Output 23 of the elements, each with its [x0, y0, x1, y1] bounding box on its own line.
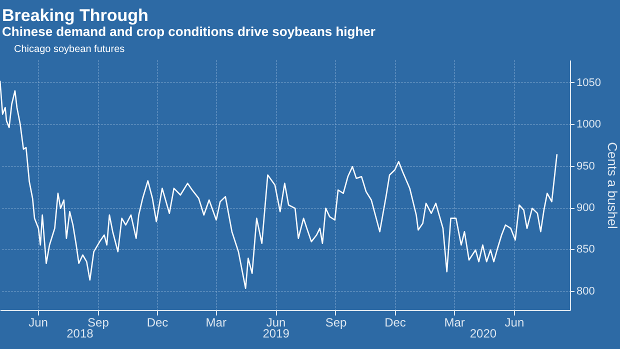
x-tick-label: Mar — [444, 316, 465, 330]
x-tick-label: Mar — [206, 316, 226, 330]
x2-tick-label: 2020 — [470, 326, 497, 340]
x2-tick-label: 2019 — [262, 326, 290, 340]
x-tick-label: Jun — [504, 316, 524, 330]
chart-title: Breaking Through — [2, 6, 148, 25]
x-tick-label: Sep — [325, 316, 347, 330]
y-tick-label: 850 — [576, 244, 595, 256]
text: Chicago soybean futures — [14, 44, 125, 55]
x-tick-label: Jun — [28, 316, 48, 330]
y-tick-label: 1000 — [576, 118, 601, 131]
x-tick-label: Dec — [146, 316, 168, 330]
y-tick-label: 800 — [576, 285, 595, 298]
y-tick-label: 900 — [576, 202, 595, 214]
line-series — [0, 80, 558, 289]
y-axis-title: Cents a bushel — [604, 142, 620, 229]
x-tick-label: Sep — [88, 316, 110, 330]
chart-subtitle: Chinese demand and crop conditions drive soybeans higher — [2, 24, 376, 39]
x-tick-label: Dec — [384, 316, 406, 330]
x2-tick-label: 2018 — [66, 326, 94, 340]
y-tick-label: 950 — [576, 160, 595, 172]
x-tick-label: Jun — [266, 316, 286, 330]
y-tick-label: 1050 — [576, 77, 601, 89]
